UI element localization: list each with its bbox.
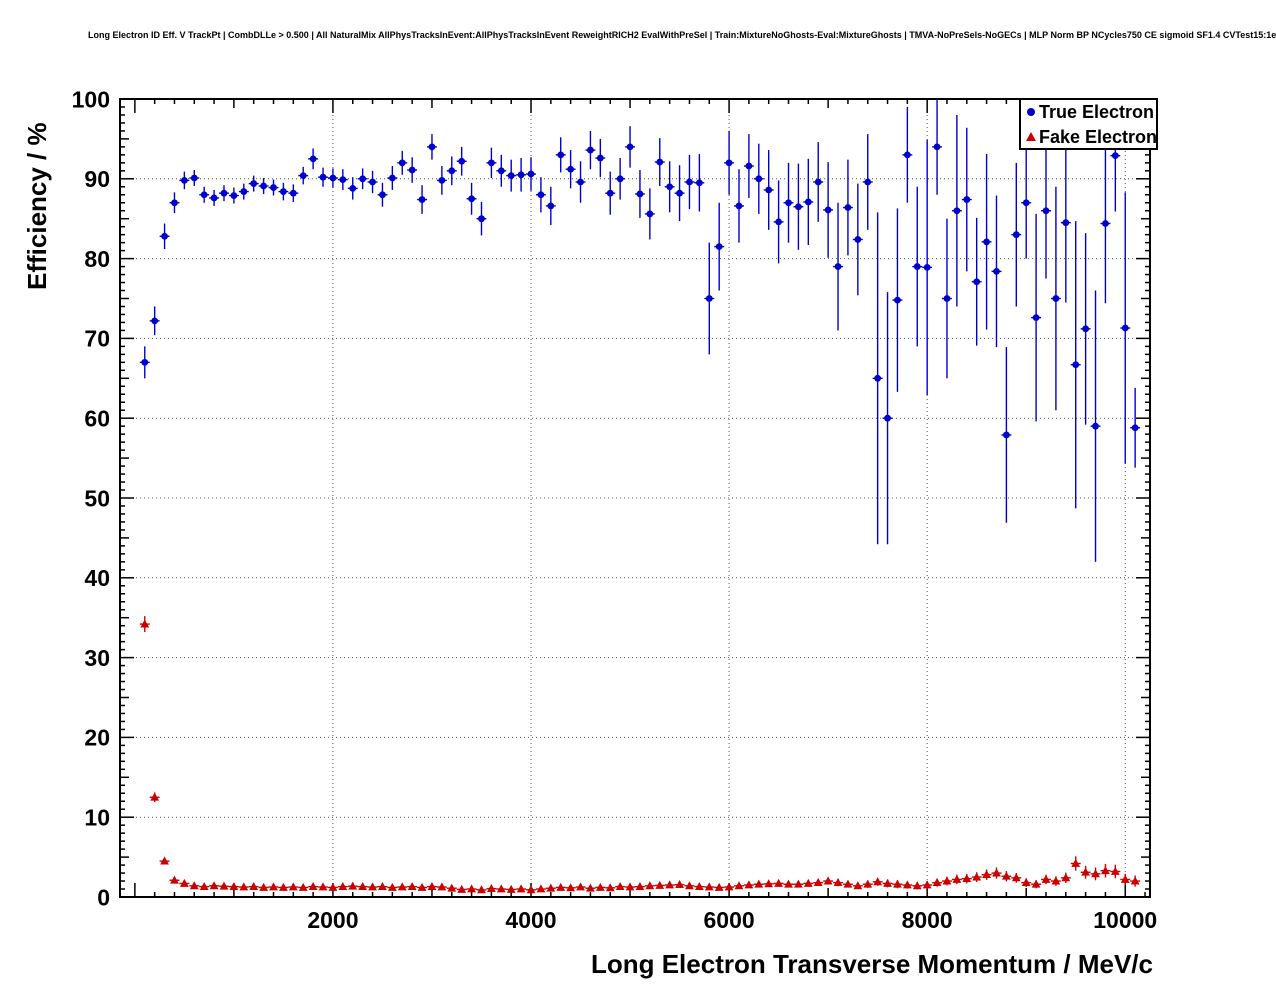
svg-text:20: 20 xyxy=(84,725,110,751)
y-axis-labels: 0 10 20 30 40 50 60 70 80 90 100 xyxy=(72,86,110,910)
plot-background xyxy=(120,99,1150,897)
svg-text:0: 0 xyxy=(97,884,110,910)
svg-text:30: 30 xyxy=(84,645,110,671)
svg-text:6000: 6000 xyxy=(704,907,755,933)
svg-text:80: 80 xyxy=(84,246,110,272)
svg-text:60: 60 xyxy=(84,405,110,431)
legend-marker-triangle-icon xyxy=(1026,132,1036,141)
x-axis-labels: 2000 4000 6000 8000 10000 xyxy=(307,907,1157,933)
y-axis-title: Efficiency / % xyxy=(22,122,52,290)
legend-marker-circle-icon xyxy=(1027,108,1035,116)
legend-entry-label: Fake Electron xyxy=(1039,127,1157,147)
svg-text:70: 70 xyxy=(84,326,110,352)
x-axis-title: Long Electron Transverse Momentum / MeV/… xyxy=(591,949,1153,979)
svg-text:8000: 8000 xyxy=(902,907,953,933)
svg-text:100: 100 xyxy=(72,86,110,112)
legend: True Electron Fake Electron xyxy=(1019,98,1158,150)
svg-text:4000: 4000 xyxy=(505,907,556,933)
legend-entry-label: True Electron xyxy=(1039,102,1154,122)
legend-box xyxy=(1019,98,1158,150)
svg-text:40: 40 xyxy=(84,565,110,591)
fake-electron-series xyxy=(139,616,1141,894)
svg-text:90: 90 xyxy=(84,166,110,192)
svg-text:10: 10 xyxy=(84,804,110,830)
plot-title: Long Electron ID Eff. V TrackPt | CombDL… xyxy=(88,30,1276,40)
svg-text:50: 50 xyxy=(84,485,110,511)
svg-text:2000: 2000 xyxy=(307,907,358,933)
svg-text:10000: 10000 xyxy=(1093,907,1157,933)
true-electron-series xyxy=(139,99,1141,562)
